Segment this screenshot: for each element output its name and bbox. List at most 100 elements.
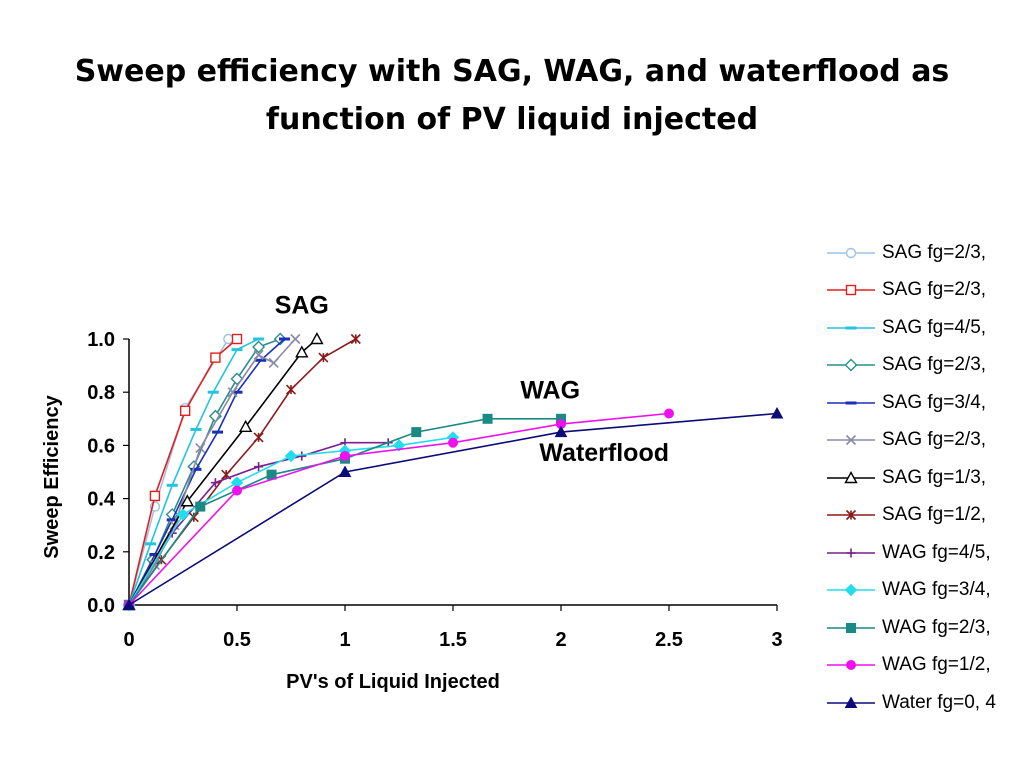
data-point (232, 485, 242, 496)
chart-annotations: SAG WAG Waterflood (275, 291, 669, 467)
annotation-label: Waterflood (539, 439, 669, 467)
chart-series (122, 332, 784, 612)
series-4 (123, 337, 291, 607)
data-point (254, 462, 264, 472)
legend-label: WAG fg=2/3, (882, 616, 991, 638)
data-point (664, 408, 674, 419)
legend-label: SAG fg=2/3, (882, 279, 987, 301)
legend-swatch (827, 584, 875, 597)
series-line (128, 412, 778, 606)
data-point (338, 465, 352, 477)
y-tick-label: 0.2 (87, 542, 115, 564)
page-title-line-1: Sweep efficiency with SAG, WAG, and wate… (74, 54, 950, 89)
data-point (285, 384, 297, 395)
legend-label: SAG fg=1/3, (882, 466, 987, 488)
data-point (210, 478, 220, 488)
data-point (845, 285, 857, 296)
legend-swatch (827, 548, 875, 558)
data-point (340, 451, 350, 462)
data-point (318, 352, 329, 363)
data-point (122, 598, 136, 610)
legend-swatch (827, 435, 875, 446)
y-tick-label: 0.8 (87, 382, 115, 404)
x-tick-label: 3 (771, 629, 782, 651)
legend-item: SAG fg=4/5, (826, 309, 1024, 347)
y-axis-label: Sweep Efficiency (41, 394, 63, 558)
data-point (295, 345, 309, 358)
data-point (844, 470, 858, 483)
x-tick-label: 0.5 (223, 629, 251, 651)
data-point (844, 584, 858, 597)
y-tick-label: 0.0 (87, 595, 115, 617)
y-tick-label: 1.0 (87, 329, 115, 351)
data-point (844, 358, 858, 372)
data-point (195, 442, 206, 454)
data-point (253, 349, 264, 361)
y-tick-label: 0.4 (87, 489, 116, 511)
x-axis-label: PV's of Liquid Injected (286, 671, 500, 693)
series-line (128, 338, 296, 606)
data-point (230, 372, 244, 386)
data-point (846, 622, 856, 633)
legend-swatch (827, 696, 875, 708)
data-point (448, 437, 458, 448)
data-point (149, 490, 161, 502)
chart-legend: SAG fg=2/3, SAG fg=2/3, SAG fg=4/5, SAG fg=… (826, 234, 1024, 722)
sweep-efficiency-chart: 0.0 0.2 0.4 0.6 0.8 1.0 0 0.5 1 1.5 2 2.5 3 PV's of L… (41, 291, 784, 693)
data-point (845, 435, 857, 446)
legend-item: SAG fg=2/3, (826, 422, 1024, 460)
data-point (223, 333, 234, 345)
data-point (210, 352, 221, 363)
legend-label: Water fg=0, 4 (882, 691, 996, 713)
data-point (180, 494, 195, 507)
data-point (231, 333, 243, 345)
data-point (284, 449, 298, 463)
series-line (128, 412, 670, 606)
x-tick-label: 1 (339, 629, 350, 651)
page-title-line-2: function of PV liquid injected (265, 102, 759, 137)
legend-label: SAG fg=3/4, (882, 391, 987, 413)
legend-label: SAG fg=4/5, (882, 316, 987, 338)
data-point (310, 332, 324, 345)
data-point (268, 357, 279, 369)
data-point (845, 510, 857, 521)
data-point (350, 333, 361, 345)
y-tick-label: 0.6 (87, 435, 115, 457)
data-point (290, 333, 301, 345)
legend-item: WAG fg=4/5, (826, 534, 1024, 572)
legend-item: Water fg=0, 4 (826, 684, 1024, 722)
series-9 (122, 431, 460, 612)
legend-item: WAG fg=3/4, (826, 572, 1024, 610)
legend-swatch (827, 358, 875, 372)
legend-swatch (827, 622, 875, 633)
data-point (227, 387, 238, 398)
legend-swatch (827, 401, 875, 405)
x-tick-label: 0 (123, 629, 134, 651)
x-tick-label: 2.5 (655, 629, 683, 651)
legend-label: WAG fg=1/2, (882, 654, 991, 676)
data-point (176, 508, 190, 521)
data-point (238, 419, 253, 432)
data-point (846, 660, 856, 671)
page-title: Sweep efficiency with SAG, WAG, and wate… (60, 48, 964, 144)
data-point (482, 413, 493, 424)
legend-item: SAG fg=2/3, (826, 272, 1024, 310)
legend-label: SAG fg=2/3, (882, 354, 987, 376)
legend-swatch (827, 326, 875, 330)
data-point (195, 501, 206, 512)
legend-item: SAG fg=3/4, (826, 384, 1024, 422)
data-point (846, 548, 856, 558)
data-point (179, 405, 191, 417)
series-12 (122, 406, 784, 610)
data-point (252, 340, 266, 354)
legend-item: SAG fg=2/3, (826, 347, 1024, 385)
legend-item: WAG fg=2/3, (826, 609, 1024, 647)
legend-label: SAG fg=2/3, (882, 241, 987, 263)
legend-item: SAG fg=1/3, (826, 459, 1024, 497)
legend-item: SAG fg=2/3, (826, 234, 1024, 272)
legend-label: SAG fg=2/3, (882, 429, 987, 451)
legend-swatch (827, 470, 875, 483)
series-line (128, 338, 286, 606)
legend-label: SAG fg=1/2, (882, 504, 987, 526)
data-point (554, 425, 568, 438)
